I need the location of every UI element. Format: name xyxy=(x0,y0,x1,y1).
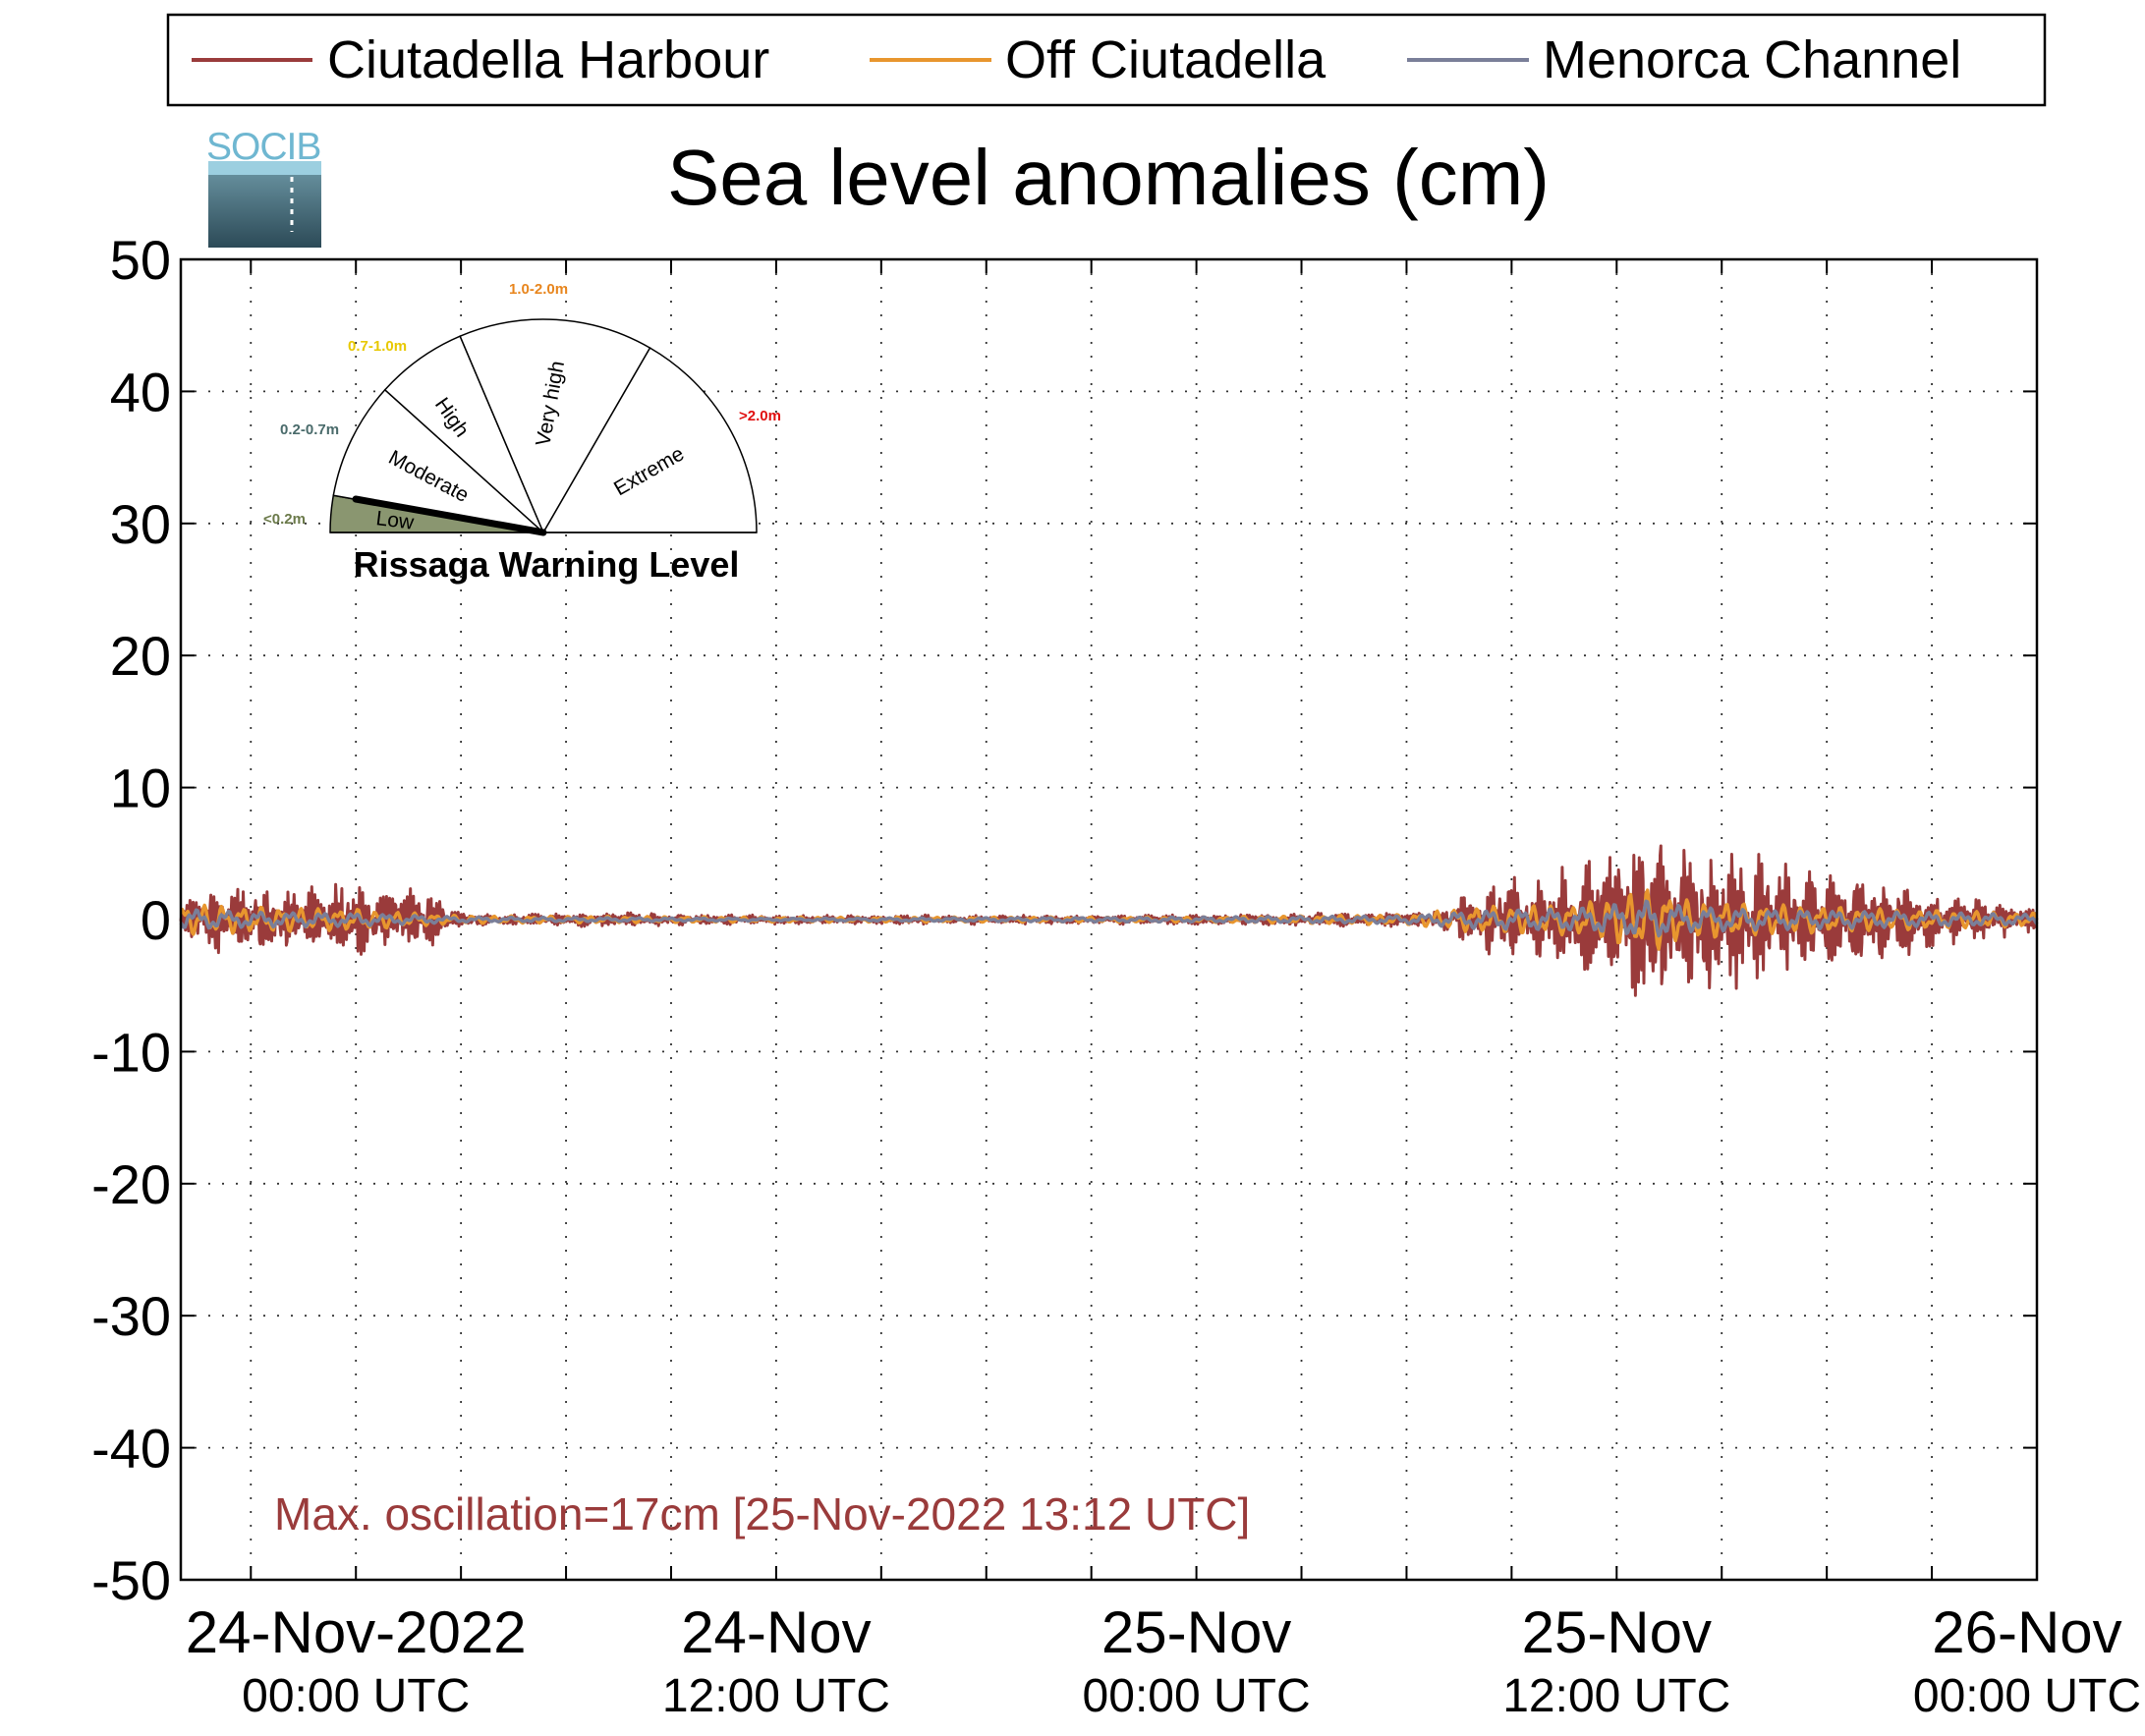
gauge-label-low: Low xyxy=(374,507,416,534)
chart-title: Sea level anomalies (cm) xyxy=(667,134,1550,221)
gauge-needle xyxy=(352,495,547,536)
y-tick-label: 0 xyxy=(141,889,171,951)
x-tick-label-time: 12:00 UTC xyxy=(662,1670,890,1722)
gauge-range-extreme: >2.0m xyxy=(739,408,781,424)
socib-logo: SOCIB xyxy=(206,126,321,248)
x-tick-label-date: 26-Nov xyxy=(1932,1599,2121,1665)
socib-logo-text: SOCIB xyxy=(206,126,320,168)
y-tick-label: -40 xyxy=(91,1418,171,1480)
socib-logo-block xyxy=(208,161,321,248)
gauge-segment-moderate xyxy=(332,388,546,534)
y-tick-label: 50 xyxy=(110,229,171,291)
gauge-range-very-high: 1.0-2.0m xyxy=(509,281,568,298)
legend-label-menorca-channel: Menorca Channel xyxy=(1543,30,1961,89)
y-tick-label: -30 xyxy=(91,1285,171,1347)
gauge-title: Rissaga Warning Level xyxy=(354,544,740,585)
gauge-segment-extreme xyxy=(541,347,758,533)
legend-label-off-ciutadella: Off Ciutadella xyxy=(1005,30,1327,89)
x-tick-label-date: 24-Nov-2022 xyxy=(186,1599,527,1665)
legend-frame xyxy=(166,13,2047,107)
x-tick-label-time: 00:00 UTC xyxy=(1913,1670,2141,1722)
x-tick-label-date: 25-Nov xyxy=(1101,1599,1291,1665)
y-tick-label: -50 xyxy=(91,1549,171,1611)
axis-ticks xyxy=(181,258,2037,1581)
y-tick-label: 40 xyxy=(110,361,171,422)
y-tick-label: 30 xyxy=(110,493,171,555)
max-oscillation-annotation: Max. oscillation=17cm [25-Nov-2022 13:12… xyxy=(274,1488,1250,1540)
x-tick-label-date: 24-Nov xyxy=(681,1599,871,1665)
y-tick-label: 20 xyxy=(110,625,171,687)
gauge-range-moderate: 0.2-0.7m xyxy=(280,421,339,438)
y-tick-label: -20 xyxy=(91,1153,171,1215)
series xyxy=(179,844,2039,997)
x-tick-label-time: 12:00 UTC xyxy=(1502,1670,1730,1722)
y-tick-labels: 50 40 30 20 10 0 -10 -20 -30 -40 -50 xyxy=(91,229,171,1611)
legend-label-ciutadella-harbour: Ciutadella Harbour xyxy=(327,30,769,89)
x-tick-label-date: 25-Nov xyxy=(1522,1599,1712,1665)
x-tick-label-time: 00:00 UTC xyxy=(1083,1670,1311,1722)
gauge-range-high: 0.7-1.0m xyxy=(348,338,407,355)
legend: Ciutadella Harbour Off Ciutadella Menorc… xyxy=(166,13,2047,107)
socib-logo-band xyxy=(208,161,321,175)
series-line-menorca-channel xyxy=(179,899,2039,938)
gauge-range-low: <0.2m xyxy=(263,511,306,528)
y-tick-label: 10 xyxy=(110,757,171,819)
plot-frame xyxy=(179,257,2039,1582)
rissaga-gauge: Low Moderate High Very high Extreme <0.2… xyxy=(263,281,781,585)
x-tick-label-time: 00:00 UTC xyxy=(242,1670,470,1722)
y-tick-label: -10 xyxy=(91,1021,171,1083)
gauge-segment-very-high xyxy=(459,318,651,534)
